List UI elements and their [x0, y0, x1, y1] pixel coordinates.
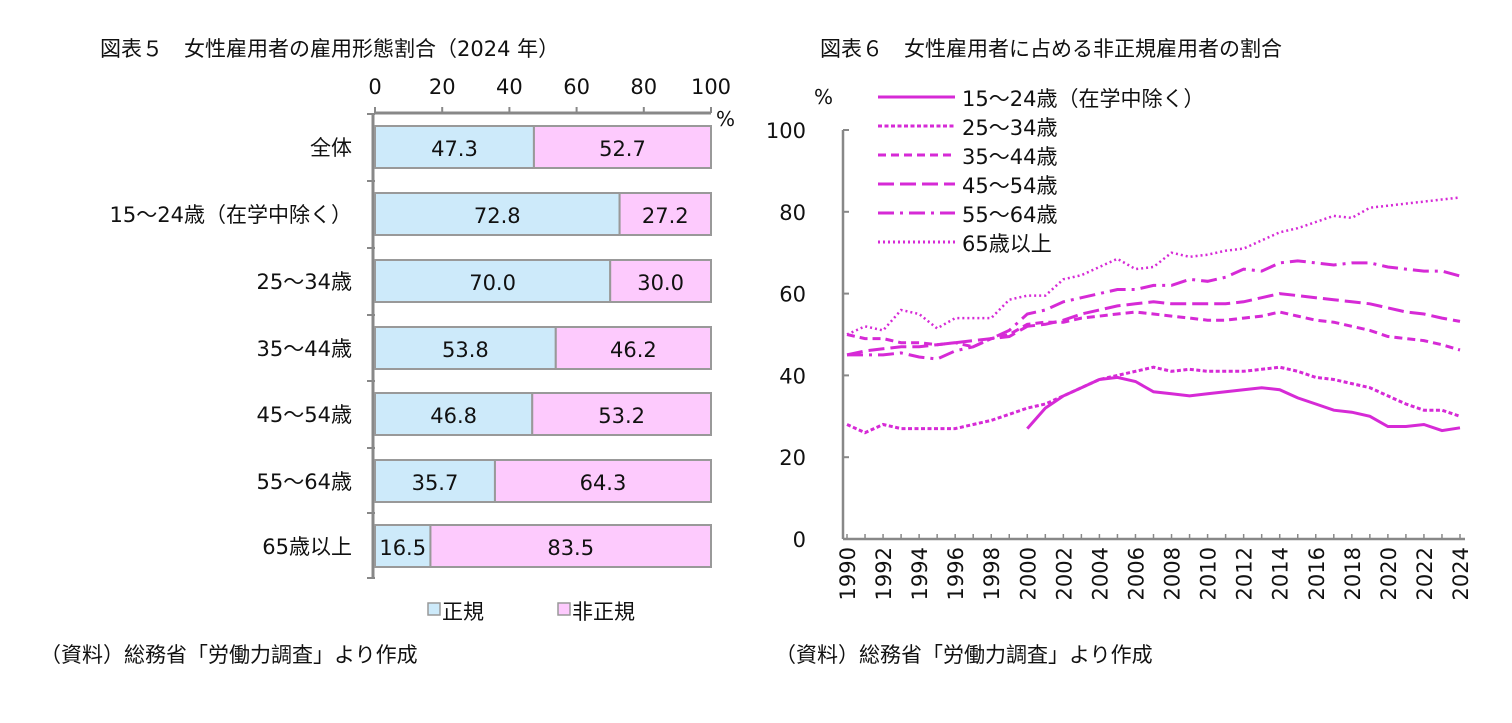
category-label: 35～44歳 — [257, 337, 352, 361]
line-series-2 — [846, 310, 1461, 352]
x-tick-label: 2008 — [1161, 547, 1185, 600]
bar-regular — [374, 459, 496, 503]
legend-label: 25～34歳 — [962, 116, 1057, 140]
legend-label: 35～44歳 — [962, 145, 1057, 169]
bar-chart-title: 図表５ 女性雇用者の雇用形態割合（2024 年） — [100, 37, 559, 61]
bar-regular — [374, 524, 432, 568]
x-tick-label: 1998 — [980, 547, 1004, 600]
x-tick-label: 2004 — [1088, 547, 1112, 600]
bar-value-label: 53.8 — [442, 338, 489, 362]
bar-value-label: 35.7 — [412, 471, 459, 495]
x-tick-label: 60 — [563, 75, 590, 99]
legend-label: 55～64歳 — [962, 203, 1057, 227]
bar-value-label: 72.8 — [474, 204, 521, 228]
bar-regular — [374, 259, 612, 303]
bar-value-label: 47.3 — [431, 137, 478, 161]
x-tick-label: 100 — [691, 75, 731, 99]
x-tick-label: 2022 — [1413, 547, 1437, 600]
x-tick-label: 1992 — [872, 547, 896, 600]
bar-nonregular — [493, 459, 712, 503]
y-tick-label: 40 — [779, 364, 806, 388]
y-unit-label: % — [814, 85, 833, 109]
bar-value-label: 46.2 — [610, 338, 657, 362]
line-series-5 — [846, 196, 1461, 336]
y-tick-label: 0 — [793, 528, 806, 552]
bar-value-label: 46.8 — [430, 404, 477, 428]
bar-value-label: 30.0 — [637, 271, 684, 295]
bar-value-label: 53.2 — [598, 404, 645, 428]
legend-label: 45～54歳 — [962, 174, 1057, 198]
bar-nonregular — [609, 259, 713, 303]
bar-value-label: 83.5 — [547, 536, 594, 560]
legend-label: 65歳以上 — [962, 232, 1052, 256]
legend-swatch-nonregular — [557, 602, 571, 616]
y-tick-label: 80 — [779, 201, 806, 225]
bar-chart-source: （資料）総務省「労働力調査」より作成 — [40, 643, 418, 667]
bar-value-label: 64.3 — [580, 471, 627, 495]
line-series-1 — [846, 365, 1461, 435]
bar-value-label: 52.7 — [599, 137, 646, 161]
bar-value-label: 27.2 — [642, 204, 689, 228]
x-tick-label: 2002 — [1052, 547, 1076, 600]
x-tick-label: 1994 — [908, 547, 932, 600]
category-label: 15～24歳（在学中除く） — [110, 203, 352, 227]
x-tick-label: 2016 — [1305, 547, 1329, 600]
line-series-0 — [1026, 375, 1461, 433]
legend-label-regular: 正規 — [442, 600, 484, 624]
x-unit-label: % — [716, 107, 735, 131]
category-label: 45～54歳 — [257, 403, 352, 427]
line-series-3 — [846, 292, 1461, 357]
bar-nonregular — [532, 125, 712, 169]
x-tick-label: 2010 — [1197, 547, 1221, 600]
x-tick-label: 20 — [429, 75, 456, 99]
line-chart-title: 図表６ 女性雇用者に占める非正規雇用者の割合 — [820, 37, 1282, 61]
y-tick-label: 60 — [779, 283, 806, 307]
x-tick-label: 2006 — [1124, 547, 1148, 600]
x-tick-label: 2014 — [1269, 547, 1293, 600]
bar-regular — [374, 392, 534, 436]
x-tick-label: 2000 — [1016, 547, 1040, 600]
x-tick-label: 1990 — [836, 547, 860, 600]
bar-nonregular — [618, 192, 712, 236]
category-label: 25～34歳 — [257, 270, 352, 294]
x-tick-label: 0 — [368, 75, 381, 99]
y-tick-label: 100 — [766, 119, 806, 143]
legend-label-nonregular: 非正規 — [572, 600, 635, 624]
x-tick-label: 2024 — [1449, 547, 1473, 600]
bar-value-label: 16.5 — [379, 536, 426, 560]
legend-label: 15～24歳（在学中除く） — [962, 87, 1204, 111]
bar-regular — [374, 192, 621, 236]
y-tick-label: 20 — [779, 446, 806, 470]
x-tick-label: 2012 — [1233, 547, 1257, 600]
category-label: 全体 — [310, 136, 352, 160]
x-tick-label: 2018 — [1341, 547, 1365, 600]
bar-value-label: 70.0 — [469, 271, 516, 295]
x-tick-label: 2020 — [1377, 547, 1401, 600]
bar-regular — [374, 326, 557, 370]
category-label: 55～64歳 — [257, 470, 352, 494]
x-tick-label: 1996 — [944, 547, 968, 600]
legend-swatch-regular — [427, 602, 441, 616]
bar-nonregular — [429, 524, 712, 568]
line-series-4 — [847, 259, 1461, 361]
bar-nonregular — [554, 326, 712, 370]
category-label: 65歳以上 — [262, 535, 352, 559]
x-tick-label: 40 — [496, 75, 523, 99]
x-tick-label: 80 — [630, 75, 657, 99]
bar-nonregular — [531, 392, 712, 436]
line-chart-source: （資料）総務省「労働力調査」より作成 — [775, 643, 1153, 667]
